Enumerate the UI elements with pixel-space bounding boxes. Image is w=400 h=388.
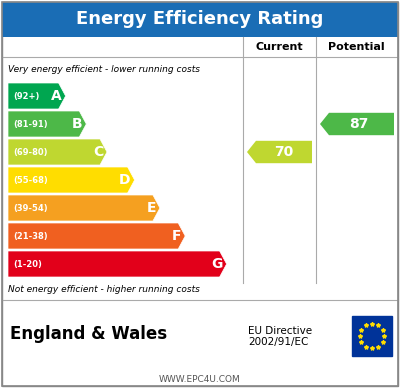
Text: B: B: [72, 117, 82, 131]
Text: EU Directive: EU Directive: [248, 326, 312, 336]
Text: Current: Current: [256, 42, 303, 52]
Bar: [352, 316, 392, 356]
Text: Energy Efficiency Rating: Energy Efficiency Rating: [76, 10, 324, 28]
Polygon shape: [247, 141, 312, 163]
Text: C: C: [93, 145, 103, 159]
Text: (69-80): (69-80): [13, 147, 48, 156]
Text: (55-68): (55-68): [13, 175, 48, 185]
Text: (1-20): (1-20): [13, 260, 42, 268]
Polygon shape: [8, 167, 135, 193]
Polygon shape: [8, 139, 107, 165]
Text: (21-38): (21-38): [13, 232, 48, 241]
Text: (92+): (92+): [13, 92, 39, 100]
Polygon shape: [320, 113, 394, 135]
Polygon shape: [8, 223, 185, 249]
Text: G: G: [211, 257, 223, 271]
Text: F: F: [172, 229, 181, 243]
Text: E: E: [146, 201, 156, 215]
Polygon shape: [8, 83, 66, 109]
Text: 87: 87: [349, 117, 369, 131]
Polygon shape: [8, 195, 160, 221]
Bar: [2, 2, 398, 37]
Text: 70: 70: [274, 145, 293, 159]
Text: A: A: [51, 89, 62, 103]
Text: England & Wales: England & Wales: [10, 325, 167, 343]
Text: (81-91): (81-91): [13, 120, 48, 128]
Polygon shape: [8, 111, 86, 137]
Text: WWW.EPC4U.COM: WWW.EPC4U.COM: [159, 376, 241, 385]
Text: 2002/91/EC: 2002/91/EC: [248, 337, 308, 347]
Text: Very energy efficient - lower running costs: Very energy efficient - lower running co…: [8, 66, 200, 74]
Text: D: D: [119, 173, 131, 187]
Text: (39-54): (39-54): [13, 203, 48, 213]
Text: Not energy efficient - higher running costs: Not energy efficient - higher running co…: [8, 286, 200, 294]
Text: Potential: Potential: [328, 42, 385, 52]
Polygon shape: [8, 251, 227, 277]
